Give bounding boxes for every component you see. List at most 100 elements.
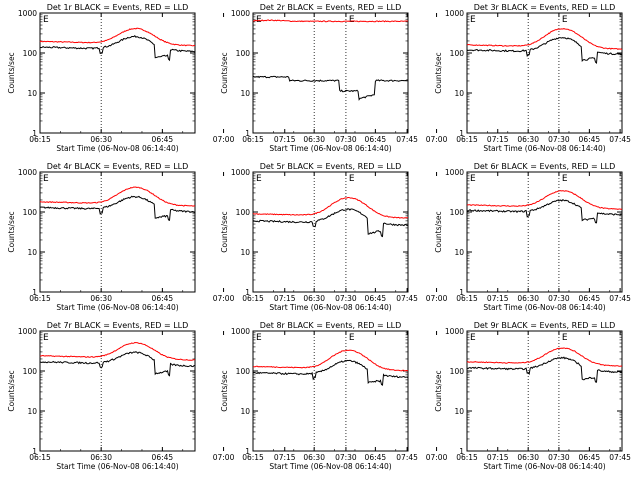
y-tick-label: 1000 [18, 9, 37, 18]
x-tick-label: 06:30 [303, 135, 325, 144]
y-axis-label: Counts/sec [434, 211, 443, 252]
y-tick-label: 1000 [445, 168, 464, 177]
x-tick-label: 07:00 [426, 135, 448, 144]
lld-series-line [252, 19, 409, 23]
events-series-line [39, 34, 196, 62]
x-tick-label: 07:00 [426, 453, 448, 462]
panel-title: Det 2r BLACK = Events, RED = LLD [260, 3, 402, 12]
events-series-line [466, 37, 623, 65]
x-tick-label: 06:45 [579, 453, 601, 462]
y-tick-label: 10 [27, 89, 37, 98]
x-tick-label: 06:15 [29, 453, 51, 462]
x-tick-label: 06:30 [517, 135, 539, 144]
y-axis-label: Counts/sec [220, 211, 229, 252]
marker-label: E [43, 15, 49, 25]
x-tick-label: 07:30 [335, 453, 357, 462]
x-tick-label: 06:15 [456, 135, 478, 144]
y-tick-label: 1000 [231, 327, 250, 336]
x-tick-label: 07:45 [609, 453, 631, 462]
y-tick-label: 1 [459, 129, 464, 138]
x-tick-label: 06:15 [242, 453, 264, 462]
x-tick-label: 06:30 [303, 453, 325, 462]
x-tick-label: 07:00 [213, 294, 235, 303]
x-tick-label: 06:45 [579, 294, 601, 303]
y-tick-label: 100 [236, 49, 251, 58]
plot-frame [252, 12, 409, 134]
plot-frame [466, 12, 623, 134]
lld-series-line [39, 341, 196, 361]
x-axis-label: Start Time (06-Nov-08 06:14:40) [483, 303, 605, 312]
x-tick-label: 06:45 [365, 294, 387, 303]
x-tick-label: 06:15 [242, 294, 264, 303]
y-axis-label: Counts/sec [434, 52, 443, 93]
y-tick-label: 1 [245, 288, 250, 297]
x-tick-label: 07:30 [335, 294, 357, 303]
y-tick-label: 1 [459, 447, 464, 456]
x-tick-label: 07:15 [487, 294, 509, 303]
marker-label: E [256, 333, 262, 343]
y-tick-label: 1000 [445, 9, 464, 18]
x-tick-label: 07:15 [487, 453, 509, 462]
panel-title: Det 5r BLACK = Events, RED = LLD [260, 162, 402, 171]
y-axis-label: Counts/sec [7, 370, 16, 411]
x-axis-label: Start Time (06-Nov-08 06:14:40) [483, 462, 605, 471]
x-tick-label: 06:30 [90, 453, 112, 462]
y-tick-label: 100 [450, 49, 465, 58]
x-axis-label: Start Time (06-Nov-08 06:14:40) [269, 462, 391, 471]
y-axis-label: Counts/sec [7, 52, 16, 93]
x-tick-label: 07:30 [548, 294, 570, 303]
x-tick-label: 07:45 [609, 294, 631, 303]
marker-label: E [349, 174, 355, 184]
events-series-line [252, 75, 409, 101]
x-tick-label: 06:45 [152, 135, 174, 144]
x-tick-label: 06:30 [90, 294, 112, 303]
y-tick-label: 10 [27, 407, 37, 416]
lld-series-line [39, 27, 196, 47]
y-tick-label: 100 [23, 49, 38, 58]
plot-frame [466, 330, 623, 452]
x-tick-label: 07:00 [213, 453, 235, 462]
panel-title: Det 9r BLACK = Events, RED = LLD [474, 321, 616, 330]
y-tick-label: 1000 [18, 327, 37, 336]
y-tick-label: 100 [236, 208, 251, 217]
plot-frame [252, 330, 409, 452]
events-series-line [466, 356, 623, 383]
y-tick-label: 10 [240, 89, 250, 98]
panel-title: Det 7r BLACK = Events, RED = LLD [47, 321, 189, 330]
y-tick-label: 10 [454, 407, 464, 416]
marker-label: E [43, 174, 49, 184]
x-tick-label: 07:45 [396, 453, 418, 462]
panel-title: Det 1r BLACK = Events, RED = LLD [47, 3, 189, 12]
events-series-line [252, 208, 409, 238]
lld-series-line [466, 190, 623, 210]
x-tick-label: 06:15 [456, 453, 478, 462]
x-axis-label: Start Time (06-Nov-08 06:14:40) [483, 144, 605, 153]
x-tick-label: 06:45 [579, 135, 601, 144]
x-tick-label: 07:00 [426, 294, 448, 303]
x-tick-label: 07:15 [487, 135, 509, 144]
y-tick-label: 1 [32, 129, 37, 138]
x-axis-label: Start Time (06-Nov-08 06:14:40) [56, 303, 178, 312]
marker-label: E [43, 333, 49, 343]
events-series-line [466, 199, 623, 224]
y-tick-label: 100 [23, 367, 38, 376]
x-axis-label: Start Time (06-Nov-08 06:14:40) [56, 462, 178, 471]
y-tick-label: 10 [240, 407, 250, 416]
y-tick-label: 100 [23, 208, 38, 217]
lld-series-line [39, 186, 196, 207]
y-tick-label: 1000 [231, 9, 250, 18]
panel-title: Det 6r BLACK = Events, RED = LLD [474, 162, 616, 171]
x-tick-label: 06:30 [517, 294, 539, 303]
x-tick-label: 06:15 [456, 294, 478, 303]
marker-label: E [562, 333, 568, 343]
lld-series-line [252, 349, 409, 372]
plot-frame [39, 330, 196, 452]
panel-title: Det 4r BLACK = Events, RED = LLD [47, 162, 189, 171]
y-tick-label: 1 [245, 129, 250, 138]
x-tick-label: 06:30 [303, 294, 325, 303]
x-tick-label: 06:30 [90, 135, 112, 144]
